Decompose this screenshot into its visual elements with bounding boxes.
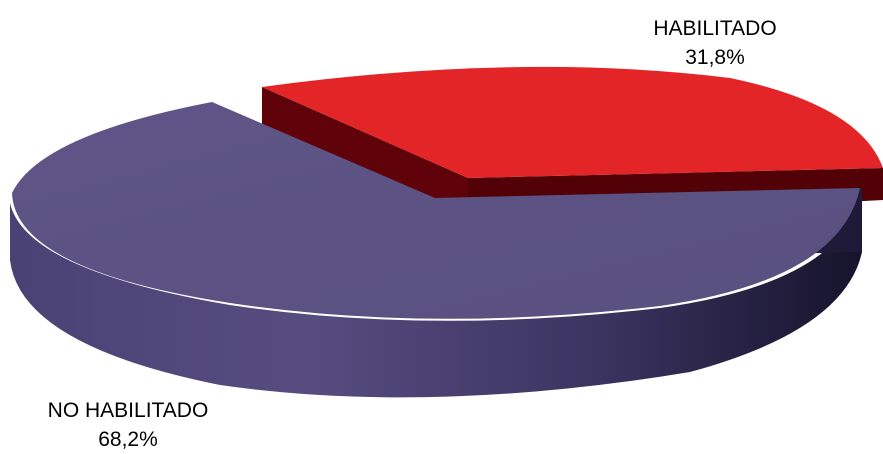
slice-value-habilitado: 31,8% [685, 46, 745, 69]
slice-no-habilitado-top [12, 102, 860, 319]
slice-label-habilitado: HABILITADO 31,8% [615, 14, 815, 72]
slice-no-habilitado-side [10, 195, 862, 398]
slice-value-no-habilitado: 68,2% [98, 428, 158, 451]
slice-name-no-habilitado: NO HABILITADO [47, 399, 209, 422]
slice-no-habilitado [10, 102, 862, 398]
slice-habilitado-inner-wall [262, 87, 468, 222]
slice-habilitado-top [262, 66, 883, 178]
slice-name-habilitado: HABILITADO [653, 17, 777, 40]
slice-label-no-habilitado: NO HABILITADO 68,2% [28, 396, 228, 454]
